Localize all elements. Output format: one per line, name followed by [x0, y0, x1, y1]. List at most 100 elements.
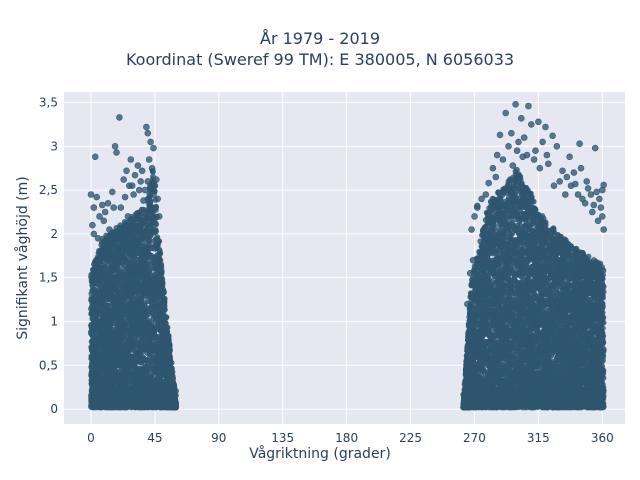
data-point — [94, 367, 101, 374]
data-point — [140, 218, 147, 224]
data-point — [150, 341, 157, 348]
data-point — [164, 336, 171, 343]
data-point — [91, 289, 98, 296]
data-point — [124, 327, 130, 334]
data-point — [141, 256, 148, 263]
data-point — [129, 305, 135, 311]
data-point — [150, 255, 157, 262]
data-point — [106, 398, 113, 405]
data-point — [127, 222, 134, 229]
data-point — [122, 368, 129, 375]
data-point — [100, 329, 107, 336]
data-point — [98, 350, 105, 357]
data-point — [121, 401, 128, 408]
data-point — [122, 319, 128, 325]
data-point — [112, 241, 119, 248]
data-point — [91, 310, 98, 317]
data-point — [147, 383, 154, 389]
data-point — [156, 256, 163, 263]
data-point — [144, 335, 150, 342]
data-point — [92, 346, 98, 352]
data-point — [88, 305, 94, 312]
data-point — [117, 371, 123, 378]
data-point — [155, 390, 162, 397]
data-point — [133, 339, 140, 346]
data-point — [167, 402, 174, 409]
data-point — [103, 240, 110, 247]
data-point — [164, 324, 171, 331]
data-point — [162, 331, 169, 338]
data-point — [157, 287, 163, 294]
data-point — [93, 257, 99, 264]
data-point — [130, 261, 137, 268]
data-point — [100, 356, 107, 363]
data-point — [119, 333, 125, 339]
data-point — [131, 251, 138, 258]
data-point — [106, 371, 113, 378]
data-point — [159, 314, 166, 321]
data-point — [135, 402, 141, 409]
data-point — [122, 279, 129, 285]
data-point — [123, 289, 129, 296]
data-point — [132, 397, 139, 404]
data-point — [98, 338, 105, 344]
data-point — [172, 392, 179, 399]
data-point — [96, 293, 103, 299]
data-point — [137, 212, 144, 219]
data-point — [137, 365, 144, 372]
data-point — [91, 267, 97, 274]
data-point — [121, 347, 128, 353]
data-point — [106, 256, 112, 263]
data-point — [128, 402, 135, 409]
data-point — [150, 393, 157, 400]
data-point — [139, 305, 145, 312]
data-point — [132, 350, 139, 357]
data-point — [119, 382, 125, 389]
data-point — [118, 238, 124, 245]
data-point — [126, 356, 133, 363]
data-point — [171, 398, 178, 404]
data-point — [102, 267, 108, 274]
chart-title-line-2: Koordinat (Sweref 99 TM): E 380005, N 60… — [125, 50, 515, 69]
data-point — [132, 310, 139, 317]
data-point — [154, 242, 161, 249]
data-point — [137, 246, 143, 253]
data-point — [132, 222, 139, 228]
data-point — [101, 296, 108, 303]
data-point — [96, 372, 102, 379]
data-point — [94, 304, 101, 311]
data-point — [107, 235, 114, 242]
data-point — [113, 300, 119, 307]
data-point — [127, 284, 134, 291]
data-point — [153, 262, 160, 269]
data-point — [143, 393, 149, 400]
data-point — [123, 232, 129, 239]
data-point — [135, 264, 142, 271]
data-point — [105, 324, 112, 331]
data-point — [142, 357, 149, 363]
data-point — [89, 382, 95, 389]
data-point — [127, 245, 134, 252]
data-point — [120, 307, 127, 314]
data-point — [166, 364, 173, 371]
data-point — [118, 397, 124, 404]
data-point — [126, 345, 133, 352]
data-point — [97, 400, 104, 407]
data-point — [119, 303, 126, 309]
data-point — [90, 330, 97, 336]
data-point — [113, 279, 120, 286]
data-point — [166, 348, 173, 355]
data-point — [158, 268, 165, 275]
data-point — [117, 355, 124, 362]
data-point — [127, 361, 134, 368]
data-point — [90, 388, 97, 395]
data-point — [140, 261, 147, 268]
scatter-points — [87, 101, 608, 411]
data-point — [91, 323, 98, 330]
data-point — [117, 313, 124, 319]
data-point — [97, 273, 103, 280]
data-point — [113, 312, 119, 319]
data-point — [121, 341, 128, 348]
data-point — [151, 229, 157, 236]
data-point — [151, 334, 158, 341]
